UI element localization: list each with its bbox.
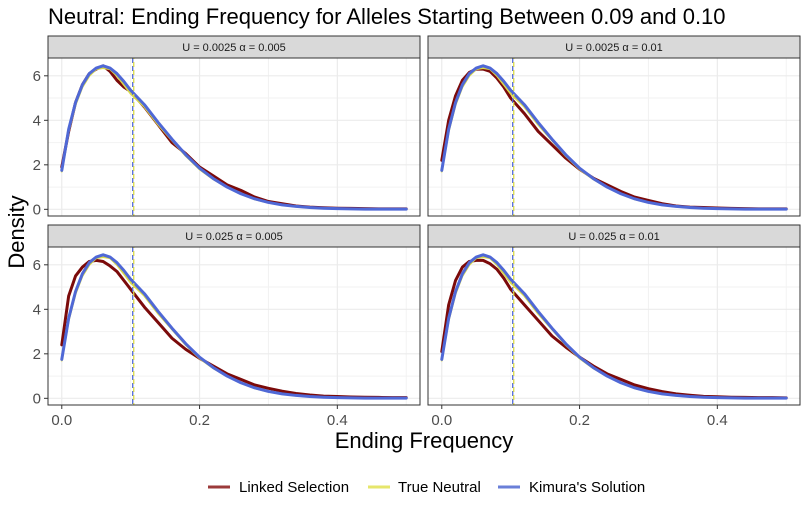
x-axis-title: Ending Frequency: [335, 428, 514, 453]
legend-label: True Neutral: [398, 479, 481, 496]
y-tick-label: 0: [33, 390, 41, 407]
panel-border: [427, 246, 801, 406]
legend-item: Kimura's Solution: [498, 479, 645, 496]
x-tick-label: 0.2: [189, 412, 210, 429]
legend-label: Kimura's Solution: [529, 479, 645, 496]
facet-panel: U = 0.0025 α = 0.01: [427, 35, 801, 217]
y-tick-label: 4: [33, 112, 41, 129]
chart-title: Neutral: Ending Frequency for Alleles St…: [48, 4, 726, 29]
x-tick-label: 0.4: [707, 412, 728, 429]
panel-background: [48, 247, 420, 405]
facet-strip-label: U = 0.025 α = 0.01: [568, 231, 659, 243]
x-axis-ticks: 0.0 0.2 0.4 0.0 0.2 0.4: [51, 405, 728, 429]
facet-strip-label: U = 0.025 α = 0.005: [185, 231, 283, 243]
x-tick-label: 0.4: [327, 412, 348, 429]
panel-background: [48, 58, 420, 216]
y-tick-label: 2: [33, 157, 41, 174]
x-tick-label: 0.2: [569, 412, 590, 429]
panel-border: [47, 57, 421, 217]
panel-background: [428, 247, 800, 405]
y-axis-title: Density: [4, 195, 29, 268]
y-tick-label: 4: [33, 301, 41, 318]
series-line: [440, 64, 788, 211]
series-line: [60, 64, 408, 211]
y-tick-label: 0: [33, 201, 41, 218]
panel-background: [428, 58, 800, 216]
x-tick-label: 0.0: [51, 412, 72, 429]
legend-item: True Neutral: [368, 479, 481, 496]
panel-border: [427, 57, 801, 217]
x-tick-label: 0.0: [431, 412, 452, 429]
panel-border: [47, 246, 421, 406]
series-line: [440, 253, 788, 400]
facet-strip-label: U = 0.0025 α = 0.01: [565, 42, 663, 54]
facet-panel: U = 0.0025 α = 0.005: [47, 35, 421, 217]
series-line: [60, 253, 408, 400]
y-tick-label: 6: [33, 68, 41, 85]
y-tick-label: 6: [33, 257, 41, 274]
y-tick-label: 2: [33, 346, 41, 363]
facet-panel: U = 0.025 α = 0.01: [427, 224, 801, 406]
y-axis-ticks: 0 2 4 6 0 2 4 6: [33, 68, 48, 407]
legend-label: Linked Selection: [239, 479, 349, 496]
legend-item: Linked Selection: [208, 479, 349, 496]
legend: Linked Selection True Neutral Kimura's Sol…: [208, 479, 645, 496]
facet-strip-label: U = 0.0025 α = 0.005: [182, 42, 286, 54]
facet-panels: U = 0.0025 α = 0.005 U = 0.0025 α = 0.01 U…: [47, 35, 801, 406]
facet-panel: U = 0.025 α = 0.005: [47, 224, 421, 406]
